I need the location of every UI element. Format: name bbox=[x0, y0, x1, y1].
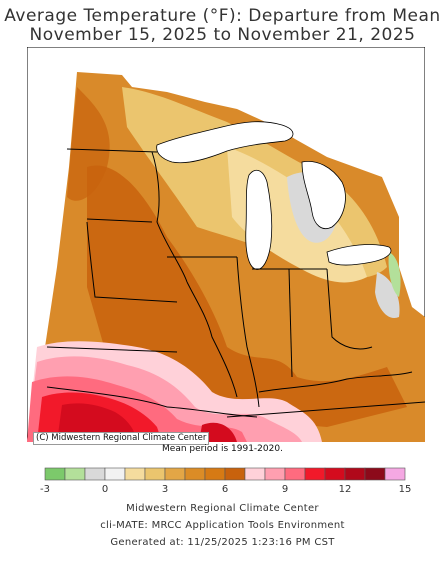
legend-tick-label: 15 bbox=[399, 484, 412, 495]
lake-superior bbox=[156, 121, 294, 164]
legend-swatch bbox=[244, 467, 266, 481]
lake-erie bbox=[326, 244, 392, 266]
lake-michigan bbox=[245, 169, 273, 270]
legend-swatch bbox=[284, 467, 306, 481]
color-legend: -30369121518 bbox=[40, 467, 412, 495]
legend-swatch bbox=[104, 467, 126, 481]
legend-swatch bbox=[344, 467, 366, 481]
temperature-departure-map bbox=[27, 47, 425, 442]
legend-swatch bbox=[364, 467, 386, 481]
legend-swatch bbox=[184, 467, 206, 481]
state-boundaries bbox=[46, 148, 425, 418]
legend-swatch bbox=[384, 467, 406, 481]
legend-tick-label: -3 bbox=[40, 484, 50, 495]
legend-swatch bbox=[44, 467, 66, 481]
mean-period-note: Mean period is 1991-2020. bbox=[162, 444, 283, 454]
legend-swatch bbox=[84, 467, 106, 481]
legend-tick-label: 9 bbox=[282, 484, 288, 495]
legend-swatch bbox=[124, 467, 146, 481]
legend-swatch bbox=[304, 467, 326, 481]
map-title-line1: Average Temperature (°F): Departure from… bbox=[4, 6, 441, 26]
legend-tick-label: 6 bbox=[222, 484, 228, 495]
legend-swatch bbox=[64, 467, 86, 481]
footer-app: cli-MATE: MRCC Application Tools Environ… bbox=[100, 520, 345, 531]
legend-swatch bbox=[224, 467, 246, 481]
legend-tick-label: 3 bbox=[162, 484, 168, 495]
zone-dark-orange-west bbox=[67, 87, 110, 201]
zone-gray-east bbox=[375, 272, 400, 318]
map-title-line2: November 15, 2025 to November 21, 2025 bbox=[29, 25, 416, 45]
legend-tick-label: 0 bbox=[102, 484, 108, 495]
legend-swatch bbox=[264, 467, 286, 481]
zone-green-east bbox=[388, 252, 401, 297]
legend-swatch bbox=[144, 467, 166, 481]
footer-generated: Generated at: 11/25/2025 1:23:16 PM CST bbox=[110, 537, 335, 548]
legend-swatch bbox=[204, 467, 226, 481]
legend-swatch bbox=[164, 467, 186, 481]
lake-huron bbox=[301, 160, 346, 229]
map-copyright: (C) Midwestern Regional Climate Center bbox=[33, 432, 210, 445]
footer-org: Midwestern Regional Climate Center bbox=[126, 503, 319, 514]
legend-swatch bbox=[324, 467, 346, 481]
legend-tick-label: 12 bbox=[339, 484, 352, 495]
